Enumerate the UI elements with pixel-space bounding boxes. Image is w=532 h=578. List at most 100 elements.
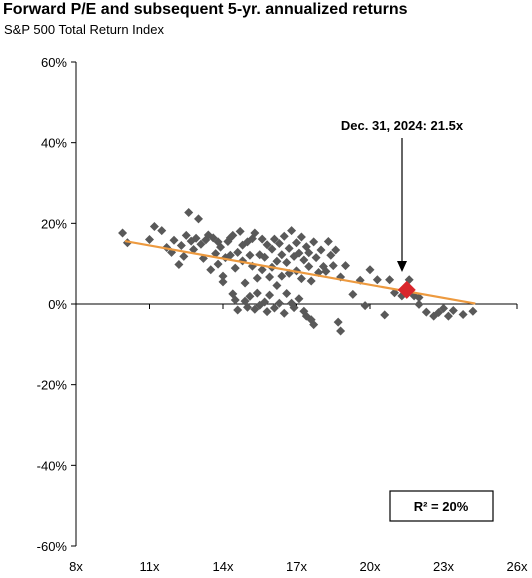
scatter-point xyxy=(233,247,243,257)
scatter-point xyxy=(230,263,240,273)
scatter-point xyxy=(348,289,358,299)
scatter-point xyxy=(233,305,243,315)
scatter-point xyxy=(260,297,270,307)
scatter-point xyxy=(274,239,284,248)
y-tick-label: 60% xyxy=(41,55,67,70)
annotation-arrow-head xyxy=(397,261,407,272)
scatter-point xyxy=(289,251,299,261)
scatter-point xyxy=(309,237,319,247)
scatter-point xyxy=(235,226,245,236)
scatter-point xyxy=(458,309,468,319)
scatter-point xyxy=(169,235,179,245)
x-tick-label: 17x xyxy=(286,559,307,574)
y-tick-label: 40% xyxy=(41,136,67,151)
scatter-point xyxy=(184,207,194,217)
x-tick-label: 11x xyxy=(140,559,160,574)
scatter-point xyxy=(260,252,270,262)
scatter-point xyxy=(250,228,260,238)
scatter-point xyxy=(279,231,289,241)
y-tick-label: -40% xyxy=(37,458,68,473)
x-tick-label: 23x xyxy=(433,559,454,574)
scatter-point xyxy=(149,222,159,232)
scatter-point xyxy=(380,310,390,320)
scatter-point xyxy=(287,226,297,236)
chart-title: Forward P/E and subsequent 5-yr. annuali… xyxy=(3,1,408,18)
scatter-point xyxy=(145,234,154,244)
scatter-point xyxy=(448,305,458,315)
scatter-point xyxy=(225,250,235,260)
scatter-point xyxy=(269,303,279,313)
scatter-point xyxy=(277,271,287,281)
scatter-point xyxy=(468,306,478,316)
scatter-point xyxy=(316,245,326,255)
scatter-point xyxy=(252,273,262,283)
scatter-point xyxy=(213,237,223,247)
scatter-point xyxy=(414,293,424,303)
scatter-point xyxy=(292,238,301,248)
y-tick-label: -20% xyxy=(37,378,68,393)
scatter-point xyxy=(267,244,277,254)
scatter-point xyxy=(257,234,267,244)
chart-subtitle: S&P 500 Total Return Index xyxy=(4,22,164,37)
scatter-point xyxy=(245,291,255,301)
scatter-point xyxy=(272,256,282,266)
scatter-point xyxy=(245,250,255,260)
scatter-point xyxy=(213,259,223,269)
scatter-point xyxy=(385,275,395,285)
scatter-point xyxy=(282,289,292,299)
scatter-point xyxy=(421,307,431,317)
highlight-point xyxy=(397,280,416,299)
scatter-point xyxy=(341,261,350,271)
x-tick-label: 14x xyxy=(213,559,234,574)
annotation-label: Dec. 31, 2024: 21.5x xyxy=(341,118,464,133)
scatter-point xyxy=(179,251,189,261)
scatter-point xyxy=(284,243,294,253)
scatter-point xyxy=(306,276,316,286)
scatter-point xyxy=(265,272,275,282)
scatter-point xyxy=(189,245,199,255)
scatter-point xyxy=(296,274,306,284)
scatter-point xyxy=(336,326,346,336)
scatter-point xyxy=(174,259,184,269)
scatter-point xyxy=(328,261,338,271)
scatter-point xyxy=(311,253,321,263)
scatter-point xyxy=(323,236,333,246)
scatter-point xyxy=(211,249,221,259)
scatter-point xyxy=(181,230,191,240)
scatter-point xyxy=(294,294,304,304)
y-tick-label: -60% xyxy=(37,539,68,554)
scatter-point xyxy=(196,239,206,249)
scatter-point xyxy=(218,271,228,281)
scatter-point xyxy=(360,301,370,311)
scatter-point xyxy=(218,277,228,287)
scatter-point xyxy=(252,288,262,298)
x-tick-label: 8x xyxy=(69,559,83,574)
scatter-point xyxy=(230,295,240,305)
scatter-point xyxy=(443,311,453,321)
x-tick-label: 20x xyxy=(360,559,381,574)
scatter-point xyxy=(262,240,272,250)
scatter-point xyxy=(228,230,238,240)
scatter-point xyxy=(304,248,314,258)
scatter-point xyxy=(296,232,306,242)
scatter-point xyxy=(240,278,250,288)
scatter-point xyxy=(299,255,309,265)
scatter-point xyxy=(194,214,203,224)
scatter-point xyxy=(118,228,128,238)
scatter-point xyxy=(243,302,252,312)
scatter-point xyxy=(321,266,331,276)
scatter-point xyxy=(289,303,299,313)
scatter-point xyxy=(257,265,267,275)
scatter-point xyxy=(277,250,287,260)
r-squared-box xyxy=(389,490,494,522)
scatter-point xyxy=(176,241,186,251)
scatter-point xyxy=(326,250,336,260)
x-tick-label: 26x xyxy=(507,559,528,574)
scatter-point xyxy=(265,290,275,300)
scatter-point xyxy=(294,248,304,258)
r-squared-label: R² = 20% xyxy=(414,499,469,514)
scatter-point xyxy=(365,265,375,275)
scatter-point xyxy=(269,234,279,244)
scatter-point xyxy=(309,320,319,330)
